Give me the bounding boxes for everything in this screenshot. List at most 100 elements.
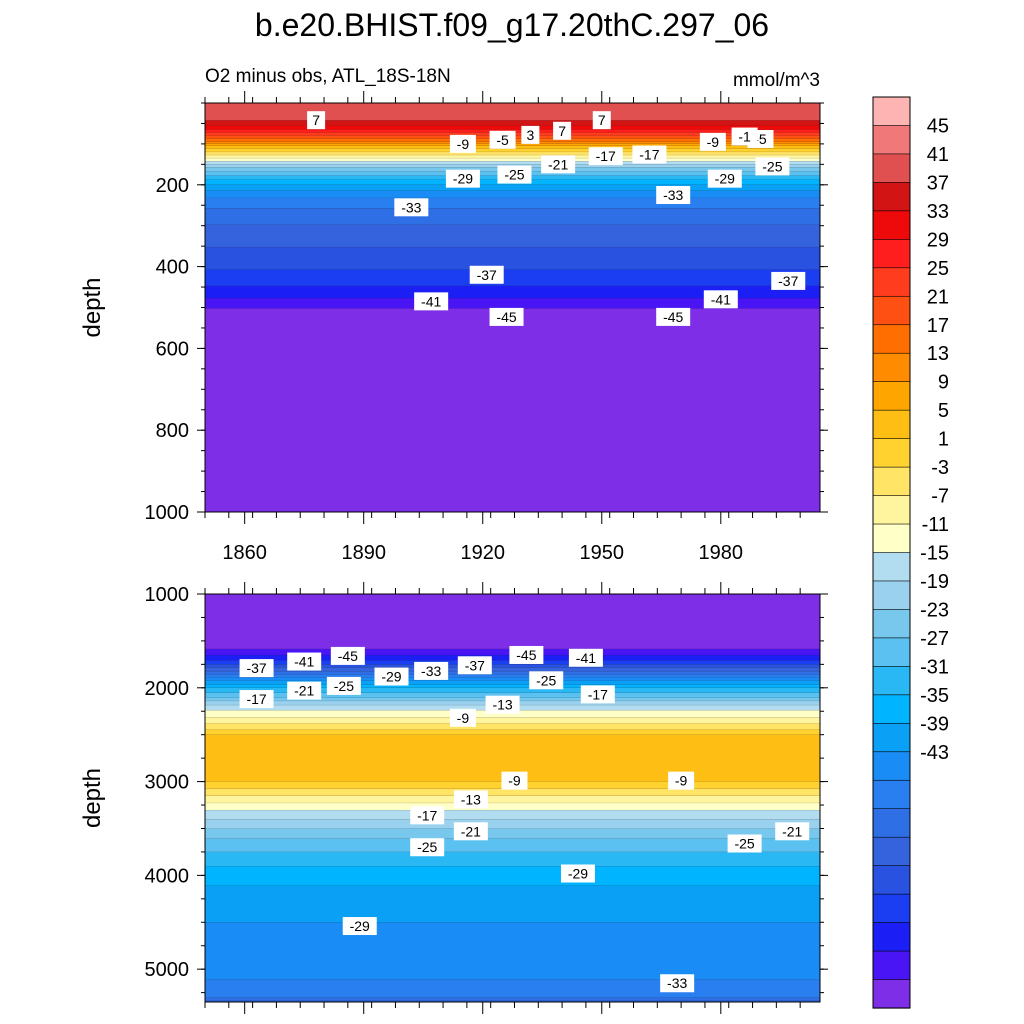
y-axis-label: depth: [79, 768, 106, 828]
contour-label-box: [731, 127, 758, 146]
y-tick-label: 400: [156, 257, 189, 279]
colorbar: 45 41 37 33 29 25 21 17 13 9 5 1 -3 -7 -11 -15 -19 -23 -27…: [872, 96, 949, 1009]
colorbar-swatch: [872, 466, 911, 497]
x-tick-label: 1980: [699, 542, 744, 564]
colorbar-swatch: [872, 523, 911, 554]
contour-label-box: [727, 834, 762, 853]
contour-band: [205, 680, 820, 686]
contour-label: -29: [715, 171, 735, 187]
colorbar-tick-label: -31: [920, 656, 949, 678]
contour-label-box: [414, 661, 449, 680]
colorbar-swatch: [872, 495, 911, 525]
contour-label: -25: [762, 158, 782, 174]
contour-label-box: [656, 186, 691, 205]
colorbar-swatch: [872, 723, 911, 753]
contour-label-box: [449, 134, 476, 153]
y-tick-label: 3000: [145, 772, 190, 794]
y-tick-label: 600: [156, 338, 189, 360]
y-tick-label: 4000: [145, 865, 190, 887]
contour-label: -41: [711, 291, 731, 307]
contour-band: [205, 208, 820, 226]
contour-label-box: [541, 155, 576, 174]
contour-label-box: [287, 681, 322, 700]
colorbar-swatch: [872, 609, 911, 639]
contour-band: [205, 664, 820, 669]
colorbar-swatch: [872, 295, 911, 326]
contour-label-box: [553, 121, 572, 140]
contour-label: -33: [667, 975, 687, 991]
contour-band: [205, 710, 820, 719]
contour-band: [205, 717, 820, 725]
contour-label-box: [580, 685, 615, 704]
contour-band: [205, 684, 820, 689]
contour-label-box: [771, 271, 806, 290]
x-tick-label: 1860: [222, 542, 267, 564]
contour-band: [205, 828, 820, 840]
contour-label: -33: [663, 187, 683, 203]
contour-label: -21: [782, 823, 802, 839]
contour-label-box: [239, 659, 274, 678]
contour-label: -25: [504, 167, 524, 183]
contour-band: [205, 922, 820, 981]
contour-label-box: [445, 169, 480, 188]
contour-band: [205, 308, 820, 512]
contour-label: 7: [598, 112, 606, 128]
contour-band: [205, 152, 820, 156]
plot-frame: [204, 593, 821, 1003]
contour-label-box: [239, 690, 274, 709]
colorbar-swatch: [872, 779, 911, 810]
contour-band: [205, 979, 820, 999]
contour-band: [205, 819, 820, 830]
contour-label: -37: [477, 267, 497, 283]
contour-band: [205, 125, 820, 131]
contour-label: -25: [334, 678, 354, 694]
colorbar-swatch: [872, 324, 911, 354]
contour-band: [205, 190, 820, 199]
contour-label: -17: [588, 686, 608, 702]
contour-label-box: [287, 652, 322, 671]
contour-label: -17: [639, 147, 659, 163]
lower-panel: 1000 2000 3000 4000 5000 depth -37 -41 -45 -45 -41…: [79, 582, 828, 1014]
contour-label: -9: [508, 773, 521, 789]
contour-label-box: [414, 292, 449, 311]
contour-band: [205, 198, 820, 209]
contour-band: [205, 723, 820, 731]
colorbar-swatch: [872, 153, 911, 184]
contour-band: [205, 247, 820, 271]
contour-label: -9: [707, 134, 720, 150]
colorbar-tick-label: 9: [938, 372, 949, 394]
colorbar-swatch: [872, 580, 911, 611]
contour-label: -25: [734, 835, 754, 851]
colorbar-swatch: [872, 267, 911, 297]
contour-label: -25: [536, 672, 556, 688]
contour-label-box: [497, 165, 532, 184]
contour-label-box: [699, 132, 726, 151]
contour-label: -21: [294, 683, 314, 699]
contour-label: 7: [558, 123, 566, 139]
colorbar-tick-label: 21: [927, 286, 949, 308]
colorbar-swatch: [872, 96, 911, 127]
contour-label: -29: [453, 171, 473, 187]
colorbar-tick-label: 1: [938, 429, 949, 451]
contour-label-box: [485, 695, 520, 714]
colorbar-swatch: [872, 409, 911, 440]
contour-label-box: [453, 822, 488, 841]
contour-label-box: [374, 667, 409, 686]
contour-label: -17: [246, 691, 266, 707]
contour-label-box: [307, 111, 326, 130]
contour-band: [205, 103, 820, 121]
colorbar-swatch: [872, 352, 911, 383]
contour-label: -33: [421, 663, 441, 679]
contour-label: -45: [496, 309, 516, 325]
contour-label: -37: [465, 657, 485, 673]
y-tick-label: 200: [156, 175, 189, 197]
contour-band: [205, 674, 820, 679]
contour-label-box: [668, 771, 695, 790]
contour-band: [205, 729, 820, 736]
colorbar-swatch: [872, 438, 911, 468]
contour-band: [205, 298, 820, 310]
contour-label: -21: [548, 156, 568, 172]
colorbar-tick-label: -43: [920, 742, 949, 764]
x-tick-label: 1890: [341, 542, 386, 564]
colorbar-swatch: [872, 836, 911, 867]
